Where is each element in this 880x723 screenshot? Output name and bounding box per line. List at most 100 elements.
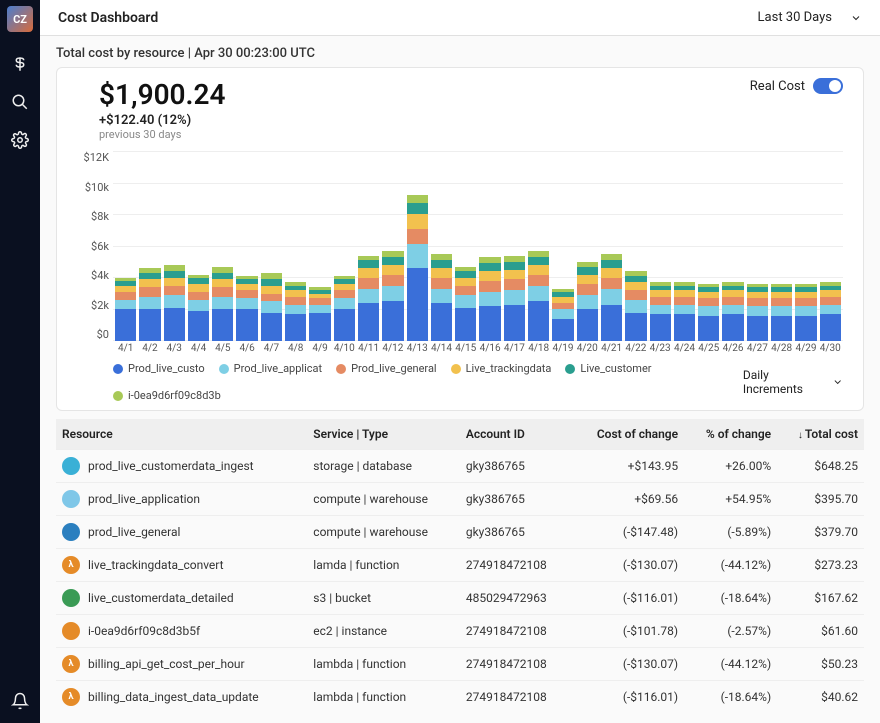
table-row[interactable]: i-0ea9d6rf09c8d3b5fec2 | instance2749184…: [56, 615, 864, 648]
chart-bar[interactable]: [722, 282, 743, 341]
x-tick-label: 4/6: [236, 343, 257, 354]
y-axis-labels: $0$2k$4k$6k$8k$10k$12K: [77, 151, 113, 341]
table-header-cell[interactable]: Account ID: [460, 419, 572, 450]
resource-name: prod_live_application: [88, 492, 200, 506]
chart-bar[interactable]: [382, 251, 403, 341]
chart-bar-segment: [309, 305, 330, 313]
chart-bar[interactable]: [577, 262, 598, 341]
chart-bar[interactable]: [164, 265, 185, 341]
table-row[interactable]: prod_live_generalcompute | warehousegky3…: [56, 516, 864, 549]
increment-selector[interactable]: Daily Increments: [743, 368, 843, 396]
cell-total: $273.23: [777, 549, 864, 582]
legend-item[interactable]: Live_customer: [565, 362, 651, 375]
chart-bar[interactable]: [795, 284, 816, 341]
chart-bar-segment: [820, 297, 841, 305]
chart-bar[interactable]: [188, 275, 209, 341]
chart-bar-segment: [771, 306, 792, 316]
chart-bar-segment: [382, 275, 403, 286]
chart-bar-segment: [115, 292, 136, 300]
chart-bar[interactable]: [285, 282, 306, 341]
chart-bar-segment: [115, 309, 136, 341]
real-cost-control: Real Cost: [750, 78, 843, 94]
chart-bar[interactable]: [407, 195, 428, 341]
total-delta: +$122.40 (12%): [99, 113, 226, 128]
date-range-selector[interactable]: Last 30 Days: [758, 10, 862, 25]
table-header-cell[interactable]: Service | Type: [307, 419, 460, 450]
legend-swatch: [451, 364, 461, 374]
app-logo[interactable]: CZ: [7, 6, 33, 32]
legend-item[interactable]: i-0ea9d6rf09c8d3b: [113, 389, 221, 402]
chart-bar[interactable]: [552, 289, 573, 341]
chart-bar-segment: [722, 314, 743, 341]
cell-resource: prod_live_general: [56, 516, 307, 549]
chart-bar[interactable]: [212, 267, 233, 341]
cell-service: lamda | function: [307, 549, 460, 582]
chart-bar[interactable]: [334, 276, 355, 341]
table-row[interactable]: λbilling_api_get_cost_per_hourlambda | f…: [56, 648, 864, 681]
chart-bar[interactable]: [698, 284, 719, 341]
chart-bar[interactable]: [504, 256, 525, 341]
x-tick-label: 4/8: [285, 343, 306, 354]
table-row[interactable]: prod_live_customerdata_ingeststorage | d…: [56, 450, 864, 483]
chart-bar[interactable]: [236, 276, 257, 341]
x-tick-label: 4/20: [577, 343, 598, 354]
chart-bar-segment: [431, 289, 452, 303]
chart-bar[interactable]: [650, 282, 671, 341]
chart-bar-segment: [407, 195, 428, 203]
chart-bar[interactable]: [431, 254, 452, 341]
chart-bar[interactable]: [625, 271, 646, 341]
table-row[interactable]: λbilling_data_ingest_data_updatelambda |…: [56, 681, 864, 714]
chart-bar[interactable]: [358, 256, 379, 341]
chart-bar-segment: [552, 319, 573, 341]
table-row[interactable]: λlive_trackingdata_convertlamda | functi…: [56, 549, 864, 582]
legend-item[interactable]: Live_trackingdata: [451, 362, 552, 375]
chart-bar-segment: [261, 286, 282, 294]
chart-bar[interactable]: [309, 287, 330, 341]
resource-name: billing_data_ingest_data_update: [88, 690, 259, 704]
chart-bar[interactable]: [674, 282, 695, 341]
legend-label: Live_customer: [580, 362, 651, 375]
chart-bar-segment: [577, 275, 598, 285]
page-title: Cost Dashboard: [58, 10, 158, 26]
legend-item[interactable]: Prod_live_custo: [113, 362, 205, 375]
table-header-row: ResourceService | TypeAccount IDCost of …: [56, 419, 864, 450]
chart-bar[interactable]: [528, 251, 549, 341]
y-tick-label: $12K: [77, 151, 109, 164]
chart-bar[interactable]: [115, 278, 136, 341]
chart-bar[interactable]: [747, 284, 768, 341]
chart-bar-segment: [552, 309, 573, 319]
chart-bar[interactable]: [479, 257, 500, 341]
chart-bar-segment: [771, 298, 792, 306]
chart-bar-segment: [650, 297, 671, 305]
chart-bar[interactable]: [820, 282, 841, 341]
chart-bar-segment: [407, 203, 428, 214]
chart-bar[interactable]: [771, 284, 792, 341]
chart-bar-segment: [771, 316, 792, 341]
table-header-cell[interactable]: Cost of change: [572, 419, 684, 450]
chart-bar-segment: [212, 309, 233, 341]
table-row[interactable]: live_customerdata_detaileds3 | bucket485…: [56, 582, 864, 615]
table-header-cell[interactable]: % of change: [684, 419, 777, 450]
chart-bar-segment: [722, 305, 743, 315]
cost-chart: $0$2k$4k$6k$8k$10k$12K 4/14/24/34/44/54/…: [77, 151, 843, 402]
gear-icon[interactable]: [10, 130, 30, 150]
chart-bar-segment: [577, 267, 598, 275]
chart-bar[interactable]: [139, 268, 160, 341]
table-header-cell[interactable]: ↓Total cost: [777, 419, 864, 450]
search-icon[interactable]: [10, 92, 30, 112]
table-row[interactable]: prod_live_applicationcompute | warehouse…: [56, 483, 864, 516]
real-cost-toggle[interactable]: [813, 78, 843, 94]
chart-bar[interactable]: [261, 273, 282, 341]
chart-bar[interactable]: [455, 267, 476, 341]
chart-bar-segment: [698, 316, 719, 341]
legend-item[interactable]: Prod_live_general: [336, 362, 437, 375]
bell-icon[interactable]: [10, 691, 30, 711]
chart-bar-segment: [212, 287, 233, 297]
chart-bar-segment: [164, 286, 185, 296]
dollar-icon[interactable]: [10, 54, 30, 74]
x-tick-label: 4/25: [698, 343, 719, 354]
chart-bar-segment: [382, 301, 403, 341]
legend-item[interactable]: Prod_live_applicat: [219, 362, 322, 375]
chart-bar[interactable]: [601, 254, 622, 341]
table-header-cell[interactable]: Resource: [56, 419, 307, 450]
